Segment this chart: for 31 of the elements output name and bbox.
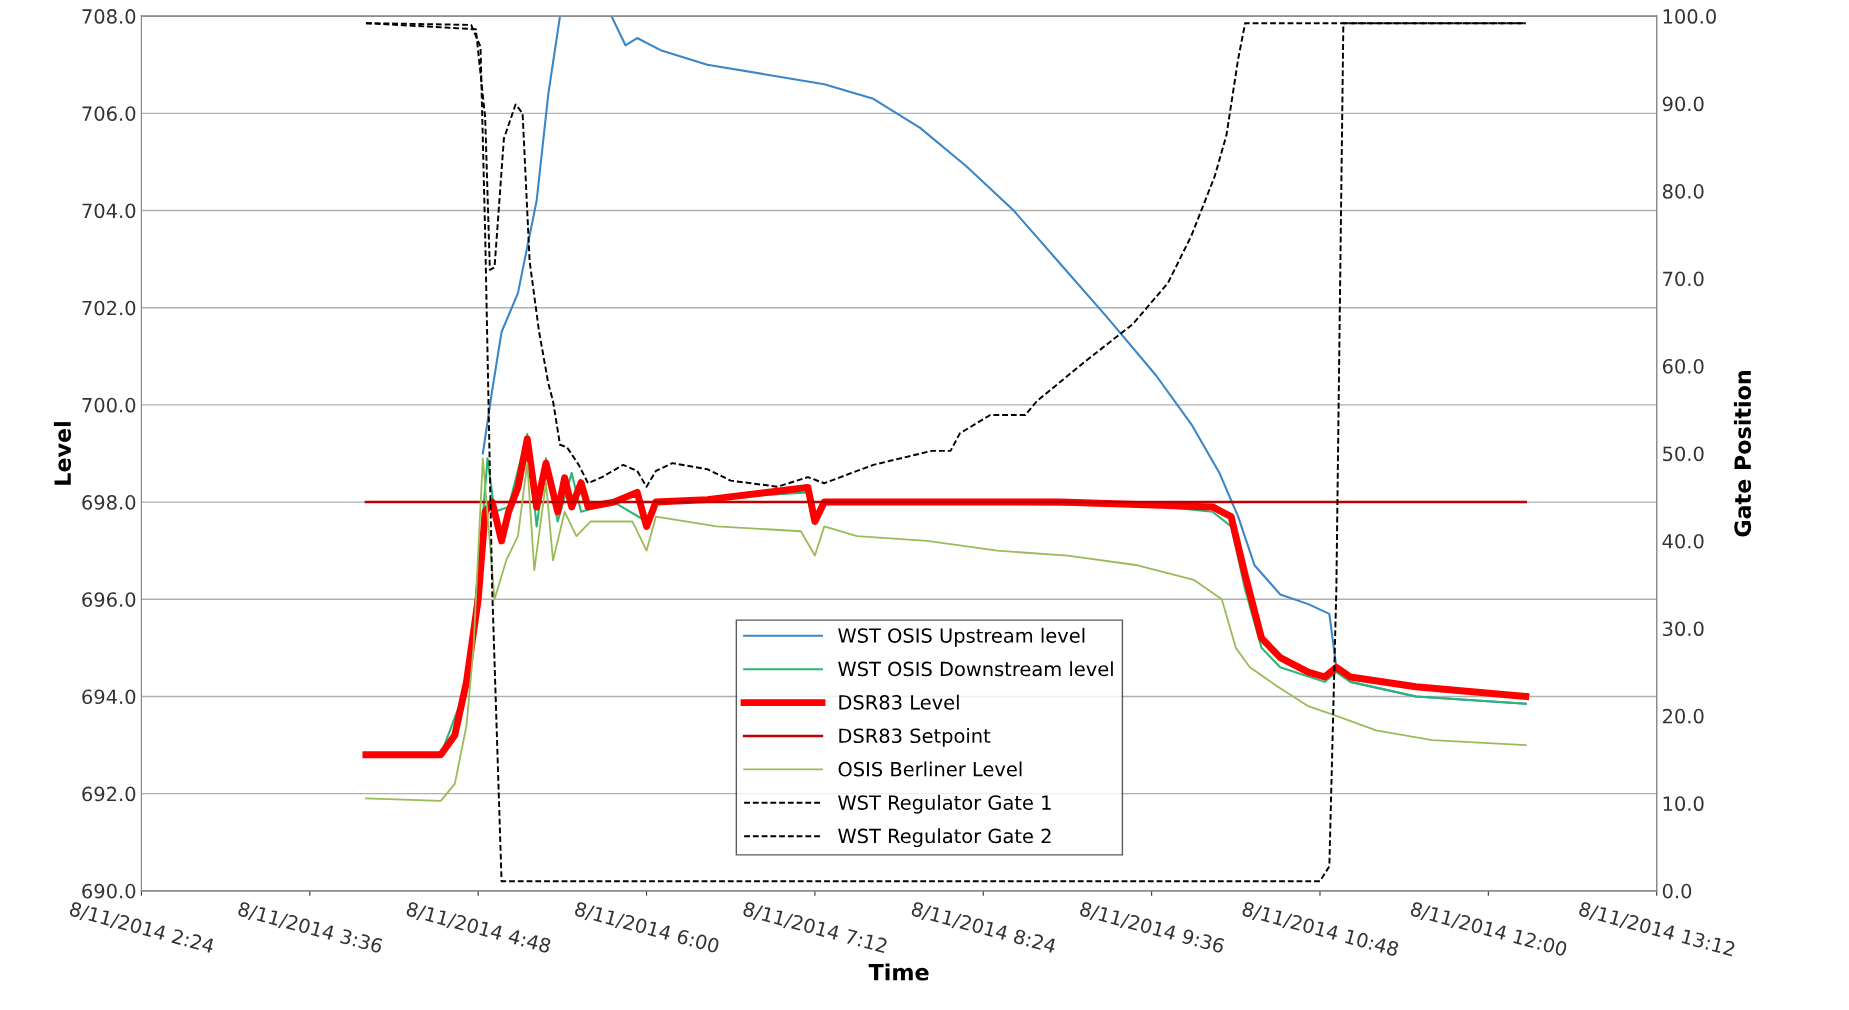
y2-tick-label: 100.0 bbox=[1663, 9, 1716, 24]
legend-label: WST OSIS Downstream level bbox=[838, 661, 1113, 677]
y2-axis-title: Gate Position bbox=[1733, 371, 1752, 537]
y-axis-title: Level bbox=[53, 422, 72, 485]
y-tick-label: 700.0 bbox=[82, 397, 136, 413]
y-tick-label: 696.0 bbox=[82, 592, 136, 607]
y-tick-label: 704.0 bbox=[82, 203, 136, 219]
y2-tick-label: 80.0 bbox=[1662, 184, 1704, 199]
x-axis-title: Time bbox=[868, 963, 929, 981]
y2-tick-label: 10.0 bbox=[1663, 796, 1704, 812]
y-tick-label: 708.0 bbox=[82, 9, 136, 24]
y2-tick-label: 30.0 bbox=[1663, 621, 1704, 637]
y2-tick-label: 40.0 bbox=[1662, 533, 1704, 549]
legend-label: WST Regulator Gate 1 bbox=[838, 794, 1051, 814]
y2-tick-label: 60.0 bbox=[1662, 358, 1704, 374]
y2-tick-label: 90.0 bbox=[1662, 96, 1704, 112]
legend-label: WST Regulator Gate 2 bbox=[838, 828, 1051, 848]
y-tick-label: 702.0 bbox=[82, 300, 136, 316]
y2-tick-label: 20.0 bbox=[1662, 708, 1704, 724]
y2-tick-label: 70.0 bbox=[1663, 271, 1704, 287]
y-tick-label: 692.0 bbox=[82, 786, 136, 802]
y-tick-label: 694.0 bbox=[82, 689, 136, 705]
y-tick-label: 706.0 bbox=[82, 106, 136, 122]
y-tick-label: 698.0 bbox=[82, 495, 136, 510]
legend-label: OSIS Berliner Level bbox=[838, 761, 1022, 777]
legend-label: DSR83 Setpoint bbox=[839, 728, 991, 747]
legend-label: DSR83 Level bbox=[839, 694, 959, 710]
legend-label: WST OSIS Upstream level bbox=[838, 627, 1085, 647]
y-tick-label: 690.0 bbox=[82, 883, 136, 899]
y2-tick-label: 50.0 bbox=[1663, 446, 1704, 462]
y2-tick-label: 0.0 bbox=[1662, 883, 1692, 899]
